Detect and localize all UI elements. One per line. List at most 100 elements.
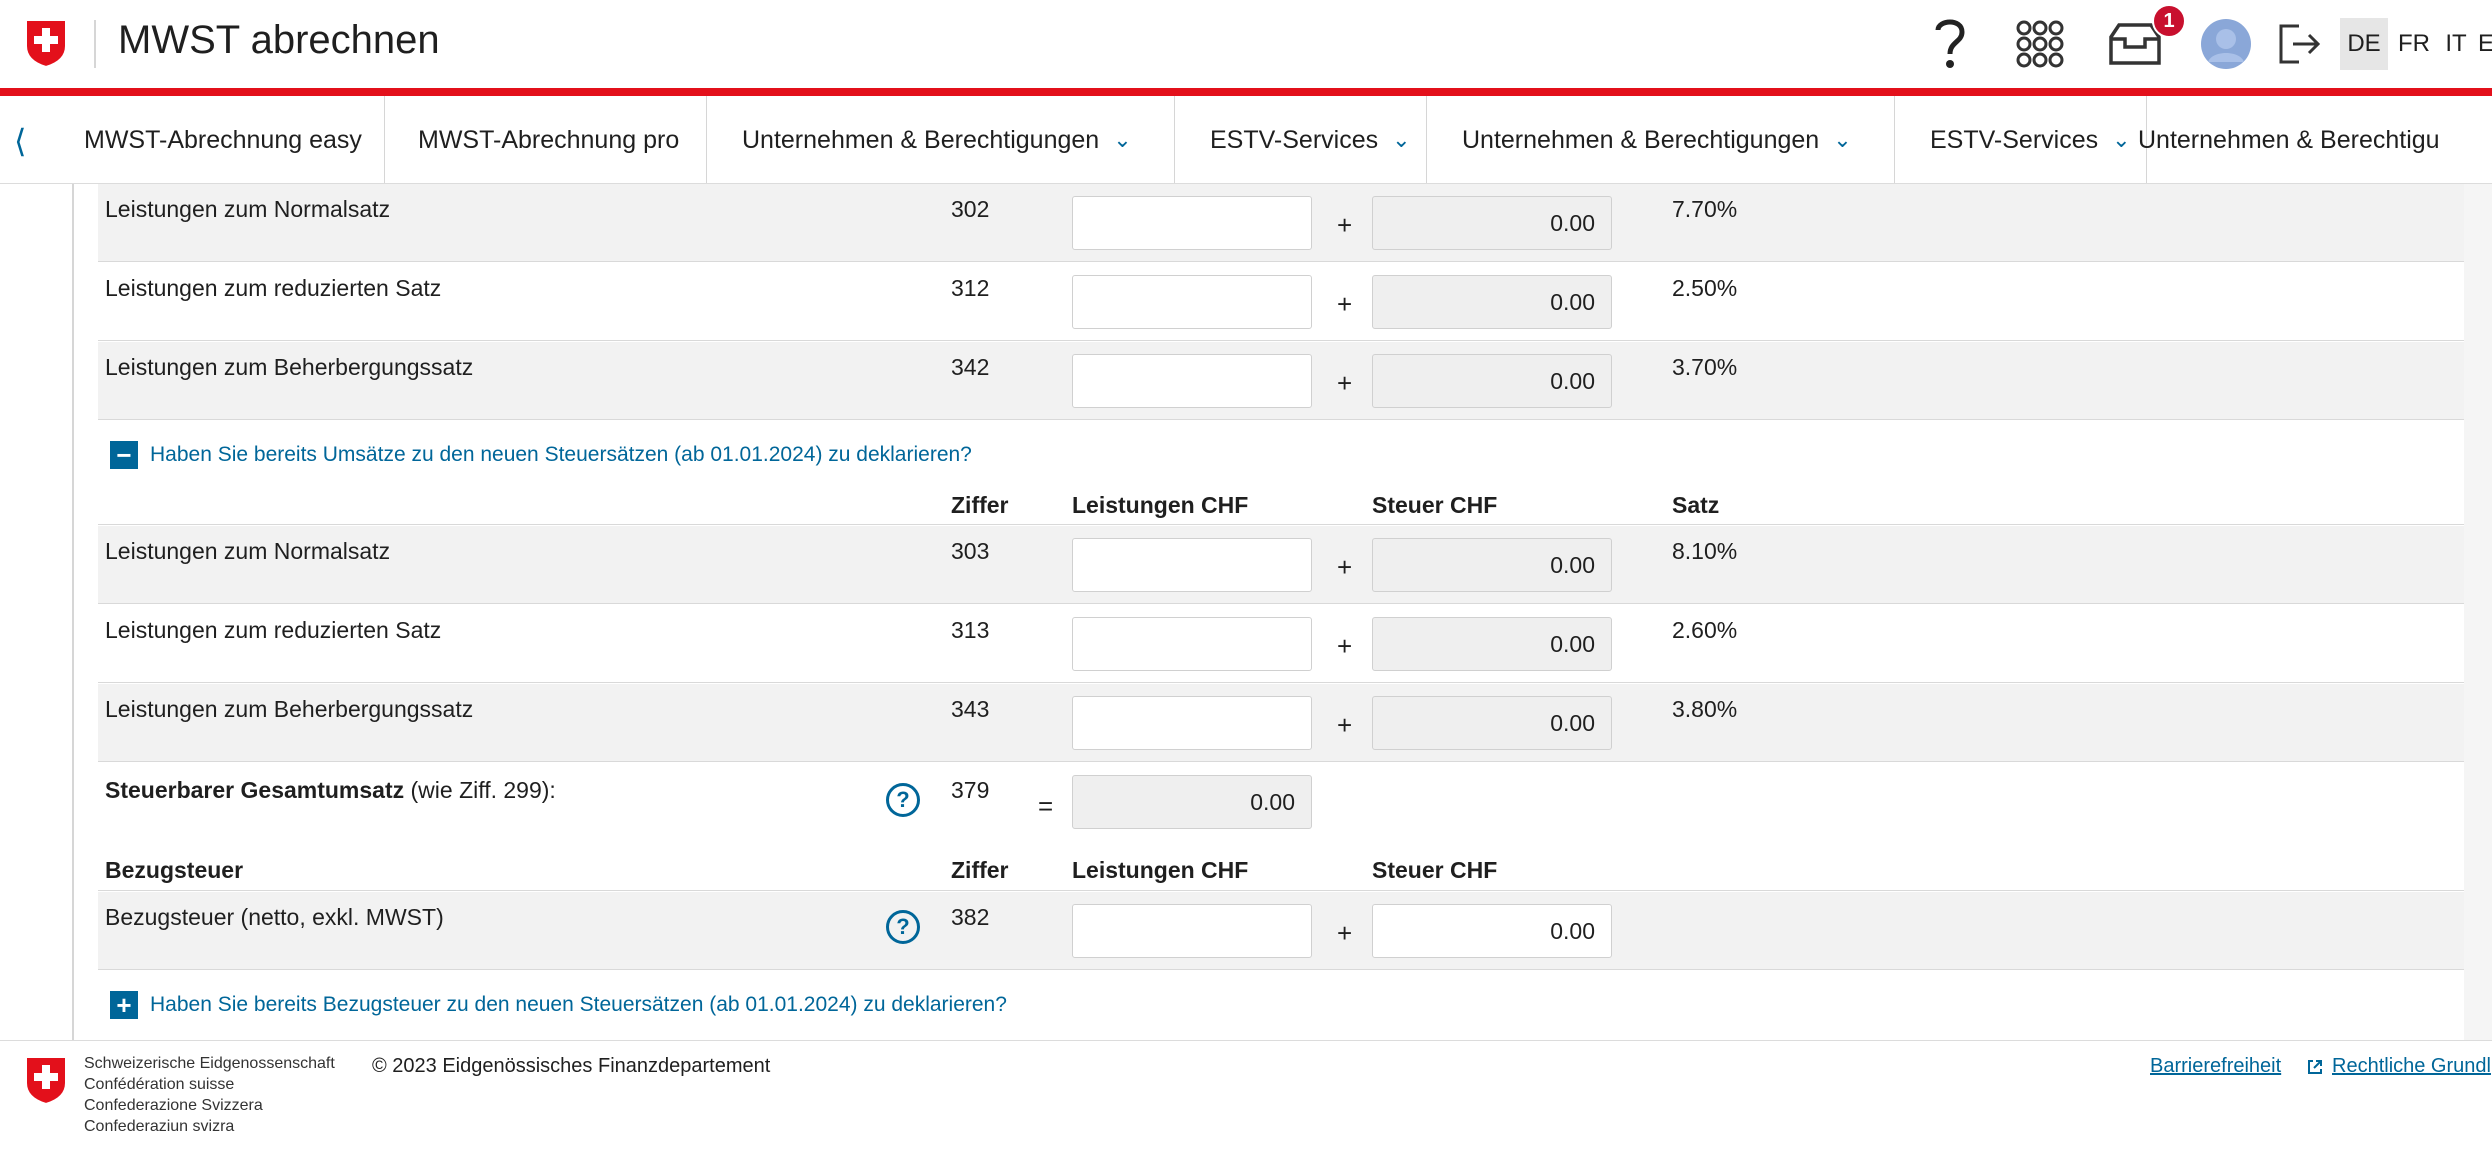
plus-sign: + xyxy=(1337,710,1353,740)
leistungen-input-382[interactable] xyxy=(1072,904,1312,958)
total-label: Steuerbarer Gesamtumsatz (wie Ziff. 299)… xyxy=(105,777,556,804)
main-navigation: ⟨ MWST-Abrechnung easy MWST-Abrechnung p… xyxy=(0,96,2492,184)
total-label-bold: Steuerbarer Gesamtumsatz xyxy=(105,777,405,803)
logout-icon xyxy=(2279,24,2321,64)
lang-it[interactable]: IT xyxy=(2445,30,2467,57)
confederation-de: Schweizerische Eidgenossenschaft xyxy=(84,1055,335,1072)
grid-icon xyxy=(2016,20,2064,68)
table-header-row: Bezugsteuer Ziffer Leistungen CHF Steuer… xyxy=(98,843,2464,891)
nav-item-label: Unternehmen & Berechtigungen xyxy=(1462,125,1820,154)
help-circle-icon[interactable]: ? xyxy=(886,910,920,944)
chevron-down-icon: ⌄ xyxy=(1113,127,1132,152)
nav-item-mwst-easy[interactable]: MWST-Abrechnung easy xyxy=(84,96,362,183)
nav-item-estv-services[interactable]: ESTV-Services ⌄ xyxy=(1210,96,1411,183)
toggle-bezugsteuer[interactable]: + Haben Sie bereits Bezugsteuer zu den n… xyxy=(110,991,1007,1019)
collapse-minus-icon: − xyxy=(110,441,138,469)
swiss-coat-of-arms-logo xyxy=(25,1056,67,1105)
footer: Schweizerische Eidgenossenschaft Confédé… xyxy=(0,1040,2492,1154)
row-label: Leistungen zum Normalsatz xyxy=(105,196,391,222)
row-label: Leistungen zum reduzierten Satz xyxy=(105,275,442,301)
nav-item-label: ESTV-Services xyxy=(1930,125,2099,154)
steuer-value-302: 0.00 xyxy=(1372,196,1612,250)
help-circle-icon[interactable]: ? xyxy=(886,783,920,817)
row-label: Bezugsteuer (netto, exkl. MWST) xyxy=(105,904,444,930)
ziffer-value: 382 xyxy=(951,904,990,930)
table-row: Leistungen zum reduzierten Satz 312 + 0.… xyxy=(98,263,2464,341)
nav-divider xyxy=(384,96,385,183)
swiss-coat-of-arms-logo xyxy=(25,19,67,68)
ziffer-value: 312 xyxy=(951,275,990,301)
table-row: Leistungen zum Normalsatz 303 + 0.00 8.1… xyxy=(98,526,2464,604)
lang-de[interactable]: DE xyxy=(2340,18,2388,70)
nav-item-mwst-pro[interactable]: MWST-Abrechnung pro xyxy=(418,96,679,183)
link-rechtliche-grundlagen[interactable]: Rechtliche Grundl xyxy=(2306,1055,2491,1078)
leistungen-input-303[interactable] xyxy=(1072,538,1312,592)
nav-item-unternehmen-2[interactable]: Unternehmen & Berechtigungen ⌄ xyxy=(1462,96,1852,183)
help-icon xyxy=(1935,19,1965,68)
table-row: Leistungen zum reduzierten Satz 313 + 0.… xyxy=(98,605,2464,683)
lang-en[interactable]: E xyxy=(2478,30,2492,57)
leistungen-input-343[interactable] xyxy=(1072,696,1312,750)
total-row: Steuerbarer Gesamtumsatz (wie Ziff. 299)… xyxy=(98,763,2464,843)
avatar-icon xyxy=(2201,19,2251,69)
plus-sign: + xyxy=(1337,631,1353,661)
steuer-value-342: 0.00 xyxy=(1372,354,1612,408)
user-avatar-button[interactable] xyxy=(2196,14,2256,74)
plus-sign: + xyxy=(1337,368,1353,398)
top-header: MWST abrechnen question-mark 1 xyxy=(0,0,2492,88)
header-leistungen: Leistungen CHF xyxy=(1072,492,1249,518)
chevron-down-icon: ⌄ xyxy=(2112,127,2131,152)
header-steuer: Steuer CHF xyxy=(1372,492,1498,518)
ziffer-value: 302 xyxy=(951,196,990,222)
row-label: Leistungen zum Beherbergungssatz xyxy=(105,696,474,722)
total-label-rest: (wie Ziff. 299): xyxy=(404,777,556,803)
table-row: Leistungen zum Normalsatz 302 + 0.00 7.7… xyxy=(98,184,2464,262)
steuer-value-303: 0.00 xyxy=(1372,538,1612,592)
row-label: Leistungen zum Normalsatz xyxy=(105,538,391,564)
nav-item-label: ESTV-Services xyxy=(1210,125,1379,154)
apps-grid-button[interactable] xyxy=(2010,14,2070,74)
toggle-new-rates[interactable]: − Haben Sie bereits Umsätze zu den neuen… xyxy=(110,441,972,469)
notification-badge: 1 xyxy=(2152,4,2186,38)
logout-button[interactable] xyxy=(2270,14,2330,74)
plus-sign: + xyxy=(1337,552,1353,582)
expand-plus-icon: + xyxy=(110,991,138,1019)
toggle-bezugsteuer-label: Haben Sie bereits Bezugsteuer zu den neu… xyxy=(150,993,1007,1016)
nav-item-unternehmen[interactable]: Unternehmen & Berechtigungen ⌄ xyxy=(742,96,1132,183)
nav-item-label: Unternehmen & Berechtigu xyxy=(2138,125,2440,154)
inbox-button[interactable] xyxy=(2100,14,2170,74)
rate-value: 2.60% xyxy=(1672,617,1738,643)
ziffer-value: 379 xyxy=(951,777,990,803)
rate-value: 7.70% xyxy=(1672,196,1738,222)
inbox-icon xyxy=(2109,23,2161,65)
table-row: Leistungen zum Beherbergungssatz 342 + 0… xyxy=(98,342,2464,420)
header-satz: Satz xyxy=(1672,492,1720,518)
toggle-new-rates-label: Haben Sie bereits Umsätze zu den neuen S… xyxy=(150,443,972,466)
steuer-input-382[interactable]: 0.00 xyxy=(1372,904,1612,958)
header-ziffer: Ziffer xyxy=(951,492,1009,518)
leistungen-input-342[interactable] xyxy=(1072,354,1312,408)
content-left-border xyxy=(72,184,74,1040)
chevron-down-icon: ⌄ xyxy=(1392,127,1411,152)
nav-item-estv-services-2[interactable]: ESTV-Services ⌄ xyxy=(1930,96,2131,183)
nav-scroll-left-icon[interactable]: ⟨ xyxy=(14,123,27,159)
plus-sign: + xyxy=(1337,210,1353,240)
link-barrierefreiheit[interactable]: Barrierefreiheit xyxy=(2150,1055,2282,1077)
equals-sign: = xyxy=(1038,791,1054,821)
nav-item-label: MWST-Abrechnung easy xyxy=(84,125,362,154)
chevron-down-icon: ⌄ xyxy=(1833,127,1852,152)
lang-fr[interactable]: FR xyxy=(2398,30,2430,57)
table-header-row: Ziffer Leistungen CHF Steuer CHF Satz xyxy=(98,486,2464,525)
help-button[interactable]: question-mark xyxy=(1920,14,1980,74)
nav-divider xyxy=(1174,96,1175,183)
ziffer-value: 342 xyxy=(951,354,990,380)
header-ziffer: Ziffer xyxy=(951,857,1009,883)
ziffer-value: 303 xyxy=(951,538,990,564)
leistungen-input-312[interactable] xyxy=(1072,275,1312,329)
steuer-value-343: 0.00 xyxy=(1372,696,1612,750)
confederation-names: Schweizerische Eidgenossenschaft Confédé… xyxy=(84,1053,335,1137)
leistungen-input-313[interactable] xyxy=(1072,617,1312,671)
leistungen-input-302[interactable] xyxy=(1072,196,1312,250)
nav-item-unternehmen-3[interactable]: Unternehmen & Berechtigu xyxy=(2138,96,2440,183)
row-label: Leistungen zum reduzierten Satz xyxy=(105,617,442,643)
